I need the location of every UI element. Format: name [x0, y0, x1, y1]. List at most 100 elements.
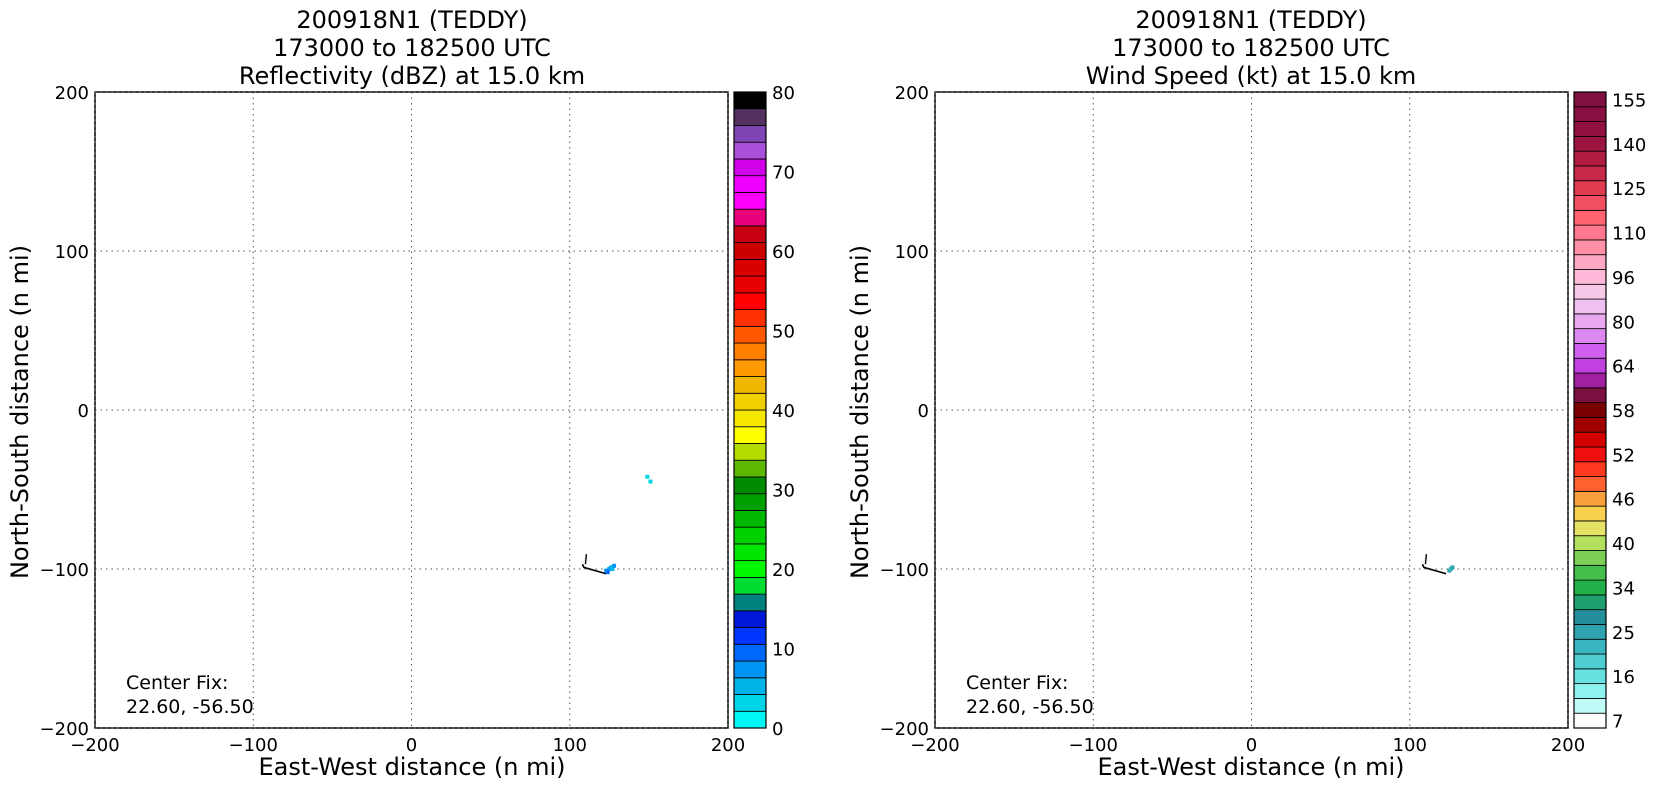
colorbar-segment [1573, 550, 1607, 566]
colorbar-segment [1573, 298, 1607, 315]
colorbar-segment [1573, 698, 1607, 714]
colorbar-tick-label: 155 [1612, 90, 1646, 111]
colorbar-segment [733, 359, 767, 377]
colorbar-segment [733, 325, 767, 344]
colorbar-segment [733, 610, 767, 628]
colorbar-tick-label: 0 [772, 719, 783, 740]
x-tick-label: −100 [229, 735, 278, 756]
colorbar-segment [1573, 402, 1607, 418]
colorbar-tick-label: 70 [772, 163, 795, 184]
colorbar-segment [1573, 476, 1607, 492]
center-fix-label: Center Fix: [966, 672, 1068, 694]
title-line-2: 173000 to 182500 UTC [1112, 34, 1390, 62]
colorbar-tick-label: 80 [772, 83, 795, 104]
colorbar-segment [1573, 224, 1607, 241]
colorbar-segment [733, 141, 767, 160]
echo-cell [612, 563, 617, 568]
colorbar-segment [1573, 209, 1607, 226]
x-tick-label: −100 [1069, 735, 1118, 756]
echo-cell [1450, 565, 1455, 570]
flight-track-tick [584, 554, 588, 565]
colorbar-segment [1573, 328, 1607, 344]
colorbar-segment [1573, 283, 1607, 300]
center-fix-value: 22.60, -56.50 [966, 696, 1094, 718]
colorbar-segment [733, 309, 767, 327]
colorbar-segment [1573, 609, 1607, 625]
colorbar-segment [1573, 239, 1607, 256]
colorbar-segment [1573, 505, 1607, 522]
y-tick-label: 100 [895, 242, 929, 263]
colorbar-segment [1573, 135, 1607, 152]
x-tick-label: −200 [910, 735, 959, 756]
y-tick-label: 100 [55, 242, 89, 263]
colorbar-tick-label: 58 [1612, 401, 1635, 422]
colorbar-segment [733, 409, 767, 428]
colorbar-segment [1573, 343, 1607, 359]
colorbar-segment [733, 510, 767, 528]
echo-cell [645, 474, 650, 479]
colorbar-segment [1573, 668, 1607, 685]
colorbar-tick-label: 80 [1612, 312, 1635, 333]
colorbar-tick-label: 30 [772, 481, 795, 502]
x-axis-label: East-West distance (n mi) [258, 753, 565, 781]
colorbar-segment [1573, 387, 1607, 404]
colorbar-segment [733, 643, 767, 662]
y-tick-label: 200 [55, 83, 89, 104]
colorbar-segment [733, 376, 767, 394]
x-tick-label: −200 [70, 735, 119, 756]
colorbar-segment [1573, 579, 1607, 596]
colorbar-segment [733, 443, 767, 461]
colorbar-segment [1573, 254, 1607, 270]
colorbar-segment [1573, 638, 1607, 655]
colorbar-segment [1573, 520, 1607, 537]
y-tick-label: 0 [78, 401, 89, 422]
y-tick-label: −100 [40, 560, 89, 581]
colorbar-segment [1573, 431, 1607, 448]
colorbar-segment [733, 593, 767, 612]
colorbar-tick-label: 20 [772, 560, 795, 581]
colorbar-segment [733, 91, 767, 110]
colorbar-segment [1573, 535, 1607, 551]
colorbar-segment [1573, 165, 1607, 182]
panel-wind-speed: 200918N1 (TEDDY) 173000 to 182500 UTC Wi… [846, 6, 1646, 781]
colorbar-tick-label: 50 [772, 322, 795, 343]
y-tick-label: −200 [880, 719, 929, 740]
center-fix-label: Center Fix: [126, 672, 228, 694]
colorbar-segment [1573, 683, 1607, 699]
plot-area-reflectivity: −200 −100 0 100 200 −200 −100 0 100 200 [40, 83, 746, 756]
colorbar-tick-label: 96 [1612, 268, 1635, 289]
colorbar-segment [733, 660, 767, 679]
title-line-1: 200918N1 (TEDDY) [1135, 6, 1366, 34]
x-tick-label: 100 [553, 735, 587, 756]
colorbar-segment [1573, 490, 1607, 507]
colorbar-segment [733, 275, 767, 294]
flight-track [581, 563, 607, 575]
colorbar-tick-label: 52 [1612, 445, 1635, 466]
echo-cell [648, 479, 653, 484]
colorbar-segment [1573, 357, 1607, 374]
colorbar-tick-label: 25 [1612, 623, 1635, 644]
colorbar-tick-label: 46 [1612, 490, 1635, 511]
x-tick-label: 100 [1393, 735, 1427, 756]
colorbar-tick-label: 34 [1612, 578, 1635, 599]
colorbar-segment [1573, 313, 1607, 330]
colorbar-segment [733, 493, 767, 511]
colorbar-tick-label: 40 [1612, 534, 1635, 555]
colorbar-segment [733, 543, 767, 562]
colorbar-segment [733, 694, 767, 712]
colorbar-segment [1573, 624, 1607, 640]
colorbar-segment [733, 342, 767, 361]
colorbar-segment [733, 426, 767, 444]
panel-reflectivity: 200918N1 (TEDDY) 173000 to 182500 UTC Re… [6, 6, 795, 781]
colorbar-segment [733, 710, 767, 729]
colorbar-segment [733, 125, 767, 143]
title-line-3: Wind Speed (kt) at 15.0 km [1086, 62, 1417, 90]
title-line-3: Reflectivity (dBZ) at 15.0 km [239, 62, 585, 90]
colorbar-segment [1573, 150, 1607, 167]
echo-cell [610, 567, 615, 571]
colorbar-tick-label: 140 [1612, 135, 1646, 156]
colorbar-segment [733, 677, 767, 695]
x-tick-label: 200 [711, 735, 745, 756]
title-line-2: 173000 to 182500 UTC [273, 34, 551, 62]
